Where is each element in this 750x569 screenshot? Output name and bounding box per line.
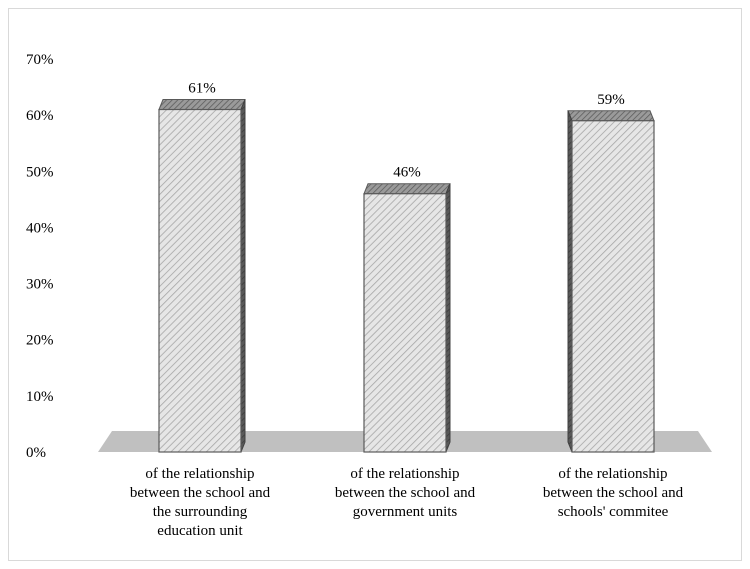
category-label-line: of the relationship bbox=[350, 466, 459, 482]
category-label: of the relationship between the school an… bbox=[130, 466, 271, 539]
y-tick-label: 40% bbox=[26, 220, 54, 236]
bar-top-face bbox=[567, 110, 655, 122]
bar-top-face bbox=[363, 183, 451, 195]
category-label-line: government units bbox=[353, 504, 458, 520]
bar bbox=[158, 99, 246, 453]
bars bbox=[158, 99, 655, 453]
category-label-line: between the school and bbox=[335, 485, 476, 501]
category-label: of the relationship between the school an… bbox=[543, 466, 684, 520]
bar bbox=[567, 110, 655, 453]
data-labels: 61% 46% 59% bbox=[188, 81, 625, 181]
category-label-line: schools' commitee bbox=[558, 504, 669, 520]
category-label-line: education unit bbox=[157, 523, 243, 539]
category-label: of the relationship between the school an… bbox=[335, 466, 476, 520]
y-axis-ticks: 0% 10% 20% 30% 40% 50% 60% 70% bbox=[26, 52, 54, 461]
y-tick-label: 10% bbox=[26, 389, 54, 405]
category-label-line: of the relationship bbox=[145, 466, 254, 482]
category-label-line: between the school and bbox=[130, 485, 271, 501]
category-label-line: of the relationship bbox=[558, 466, 667, 482]
y-tick-label: 70% bbox=[26, 52, 54, 68]
bar-front-face bbox=[158, 108, 242, 453]
bar bbox=[363, 183, 451, 453]
y-tick-label: 20% bbox=[26, 333, 54, 349]
y-tick-label: 30% bbox=[26, 277, 54, 293]
bar-side-face bbox=[240, 99, 246, 453]
bar-front-face bbox=[571, 120, 655, 453]
bar-side-face bbox=[445, 183, 451, 453]
category-label-line: between the school and bbox=[543, 485, 684, 501]
y-tick-label: 0% bbox=[26, 445, 46, 461]
bar-front-face bbox=[363, 193, 447, 453]
y-tick-label: 50% bbox=[26, 164, 54, 180]
data-label: 61% bbox=[188, 81, 216, 97]
category-labels: of the relationship between the school an… bbox=[130, 466, 684, 539]
bar-top-face bbox=[158, 99, 246, 111]
data-label: 59% bbox=[597, 92, 625, 108]
category-label-line: the surrounding bbox=[153, 504, 248, 520]
data-label: 46% bbox=[393, 165, 421, 181]
y-tick-label: 60% bbox=[26, 108, 54, 124]
